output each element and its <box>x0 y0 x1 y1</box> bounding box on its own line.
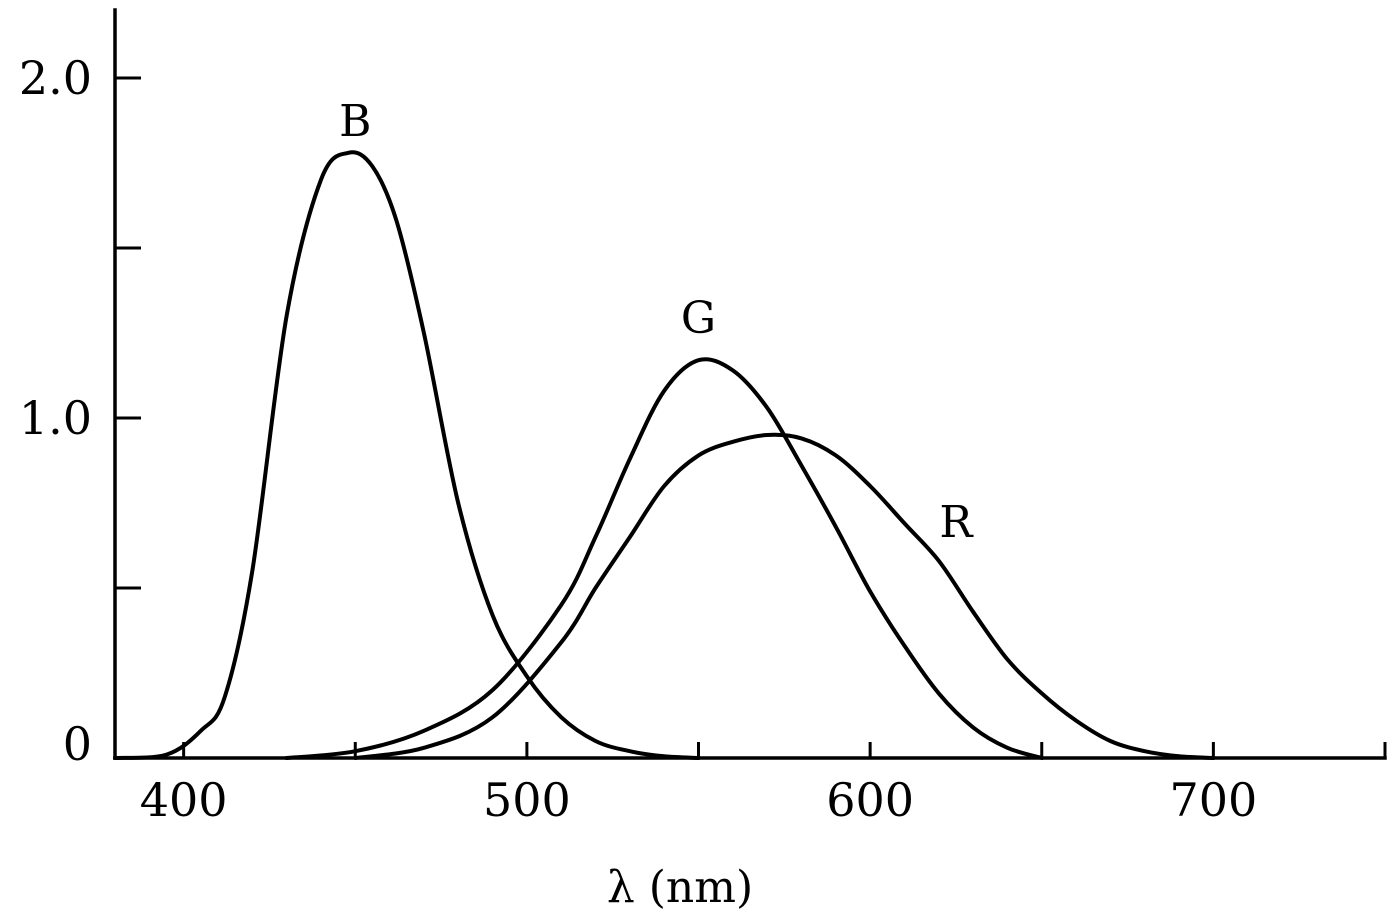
y-tick-label: 2.0 <box>19 51 92 105</box>
series-r-line <box>353 432 1216 760</box>
ticks <box>115 76 1387 758</box>
x-tick-label: 700 <box>1169 773 1257 827</box>
tick-labels: 400 500 600 700 0 1.0 2.0 <box>19 51 1257 827</box>
x-tick-label: 400 <box>140 773 228 827</box>
y-tick-label: 1.0 <box>19 391 92 445</box>
series-g-line <box>284 357 1044 760</box>
curves <box>113 150 1216 760</box>
series-b-label: B <box>339 96 371 147</box>
series-r-label: R <box>939 497 974 548</box>
y-tick-label: 0 <box>63 717 92 771</box>
axes <box>113 8 1387 760</box>
x-axis-label: λ (nm) <box>607 862 753 913</box>
x-tick-label: 600 <box>826 773 914 827</box>
series-g-label: G <box>681 293 716 344</box>
series-labels: B G R <box>339 96 974 548</box>
series-b-line <box>113 150 701 760</box>
x-tick-label: 500 <box>483 773 571 827</box>
